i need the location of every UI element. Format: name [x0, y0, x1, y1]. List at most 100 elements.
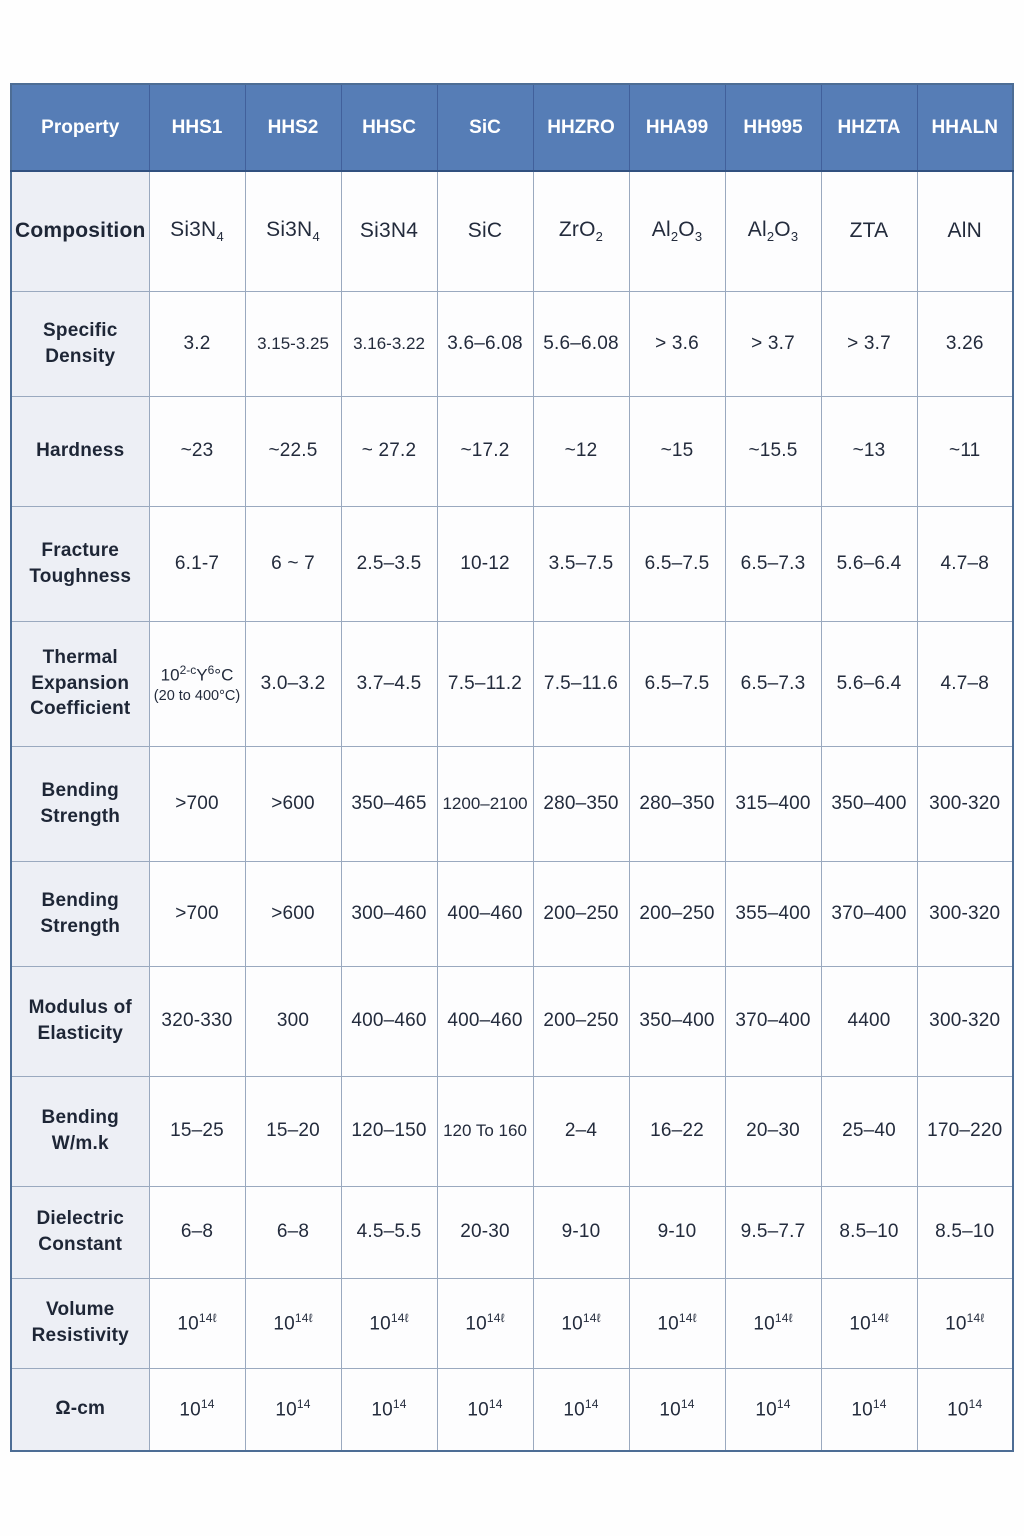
table-row: Modulus of Elasticity 320-330 300 400–460 40…: [10, 965, 1014, 1077]
cell-value: 120 To 160: [436, 1075, 534, 1187]
cell-value: 300-320: [916, 860, 1014, 967]
cell-value: 400–460: [436, 965, 534, 1077]
column-header-hhs2: HHS2: [244, 83, 342, 172]
cell-value: ~17.2: [436, 395, 534, 507]
row-label: Bending Strength: [10, 745, 150, 862]
cell-value: Al2O3: [628, 170, 726, 292]
cell-value: 3.15-3.25: [244, 290, 342, 397]
cell-value: 350–465: [340, 745, 438, 862]
cell-value: ZTA: [820, 170, 918, 292]
column-header-hha99: HHA99: [628, 83, 726, 172]
row-label: Composition: [10, 170, 150, 292]
cell-value: 1014: [148, 1367, 246, 1452]
cell-value: 1014: [340, 1367, 438, 1452]
cell-value: 5.6–6.08: [532, 290, 630, 397]
cell-value: 3.0–3.2: [244, 620, 342, 747]
cell-value: >600: [244, 860, 342, 967]
cell-value: ZrO2: [532, 170, 630, 292]
cell-value: 3.6–6.08: [436, 290, 534, 397]
cell-value: 200–250: [532, 965, 630, 1077]
cell-value: 170–220: [916, 1075, 1014, 1187]
cell-value: 4.5–5.5: [340, 1185, 438, 1279]
cell-value: Si3N4: [340, 170, 438, 292]
table-row: Volume Resistivity 1014ℓ 1014ℓ 1014ℓ 1014ℓ 10…: [10, 1277, 1014, 1369]
cell-value: 1014ℓ: [340, 1277, 438, 1369]
row-label: Bending W/m.k: [10, 1075, 150, 1187]
cell-value: 370–400: [820, 860, 918, 967]
cell-value: 3.16-3.22: [340, 290, 438, 397]
cell-value: 6.5–7.5: [628, 620, 726, 747]
cell-value: 400–460: [340, 965, 438, 1077]
cell-value: 1014: [532, 1367, 630, 1452]
cell-value: 6–8: [148, 1185, 246, 1279]
cell-value: 4.7–8: [916, 505, 1014, 622]
cell-value: ~11: [916, 395, 1014, 507]
table-row: Bending Strength >700 >600 350–465 1200–2100…: [10, 745, 1014, 862]
cell-value: ~15: [628, 395, 726, 507]
table-row: Ω-cm 1014 1014 1014 1014 1014 1014 1014 1014 1014: [10, 1367, 1014, 1452]
row-label: Thermal Expansion Coefficient: [10, 620, 150, 747]
cell-value: 1014ℓ: [244, 1277, 342, 1369]
cell-value: 8.5–10: [820, 1185, 918, 1279]
cell-value: 6–8: [244, 1185, 342, 1279]
material-properties-table: Property HHS1 HHS2 HHSC SiC HHZRO HHA99 HH995 HH…: [10, 83, 1014, 1452]
row-label: Modulus of Elasticity: [10, 965, 150, 1077]
cell-value: 200–250: [532, 860, 630, 967]
cell-value: 102-cY6°C (20 to 400°C): [148, 620, 246, 747]
cell-value: 1014ℓ: [532, 1277, 630, 1369]
cell-value: AlN: [916, 170, 1014, 292]
table-row: Bending Strength >700 >600 300–460 400–460 20…: [10, 860, 1014, 967]
cell-value: 280–350: [628, 745, 726, 862]
cell-value: 300-320: [916, 965, 1014, 1077]
cell-value: 300: [244, 965, 342, 1077]
cell-value: 6.5–7.3: [724, 505, 822, 622]
cell-value: 355–400: [724, 860, 822, 967]
cell-value: 5.6–6.4: [820, 620, 918, 747]
cell-value: 15–25: [148, 1075, 246, 1187]
row-label: Hardness: [10, 395, 150, 507]
column-header-hhaln: HHALN: [916, 83, 1014, 172]
cell-value: ~ 27.2: [340, 395, 438, 507]
cell-value: 1014: [436, 1367, 534, 1452]
cell-value: 3.7–4.5: [340, 620, 438, 747]
cell-value: 16–22: [628, 1075, 726, 1187]
table-row: Specific Density 3.2 3.15-3.25 3.16-3.22 3.6…: [10, 290, 1014, 397]
cell-value: 9-10: [628, 1185, 726, 1279]
cell-value: 2–4: [532, 1075, 630, 1187]
cell-value: 1200–2100: [436, 745, 534, 862]
column-header-hhzro: HHZRO: [532, 83, 630, 172]
cell-value: ~13: [820, 395, 918, 507]
cell-value: 320-330: [148, 965, 246, 1077]
table-row: Dielectric Constant 6–8 6–8 4.5–5.5 20-30 9-1…: [10, 1185, 1014, 1279]
cell-value: 1014: [916, 1367, 1014, 1452]
cell-value: 315–400: [724, 745, 822, 862]
row-label: Volume Resistivity: [10, 1277, 150, 1369]
cell-value: 6 ~ 7: [244, 505, 342, 622]
cell-value: 1014: [628, 1367, 726, 1452]
cell-value: >600: [244, 745, 342, 862]
cell-value: 200–250: [628, 860, 726, 967]
cell-value: >700: [148, 860, 246, 967]
cell-value: 120–150: [340, 1075, 438, 1187]
cell-value: >700: [148, 745, 246, 862]
cell-value: 25–40: [820, 1075, 918, 1187]
cell-value: 10-12: [436, 505, 534, 622]
table-row: Composition Si3N4 Si3N4 Si3N4 SiC ZrO2 Al2O3 Al…: [10, 170, 1014, 292]
table-header-row: Property HHS1 HHS2 HHSC SiC HHZRO HHA99 HH995 HH…: [10, 83, 1014, 172]
cell-value: 8.5–10: [916, 1185, 1014, 1279]
cell-value: ~15.5: [724, 395, 822, 507]
cell-value: 1014ℓ: [628, 1277, 726, 1369]
cell-value: Al2O3: [724, 170, 822, 292]
column-header-property: Property: [10, 83, 150, 172]
cell-value: 300-320: [916, 745, 1014, 862]
cell-value: 6.5–7.5: [628, 505, 726, 622]
cell-value: 350–400: [820, 745, 918, 862]
cell-value: > 3.7: [724, 290, 822, 397]
column-header-sic: SiC: [436, 83, 534, 172]
cell-value: 7.5–11.6: [532, 620, 630, 747]
cell-value: Si3N4: [148, 170, 246, 292]
cell-value: 370–400: [724, 965, 822, 1077]
cell-value: 280–350: [532, 745, 630, 862]
cell-value: Si3N4: [244, 170, 342, 292]
